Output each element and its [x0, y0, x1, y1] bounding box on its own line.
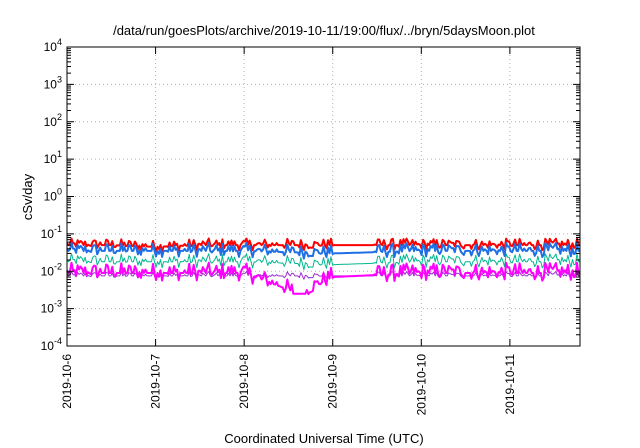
chart-title: /data/run/goesPlots/archive/2019-10-11/1…: [113, 23, 535, 38]
x-tick-label: 2019-10-10: [414, 354, 428, 416]
series-line: [66, 241, 580, 260]
y-tick-label: 100: [44, 187, 62, 204]
y-tick-label: 102: [44, 112, 62, 129]
x-axis: 2019-10-6 2019-10-7 2019-10-8 2019-10-9 2019…: [60, 47, 517, 415]
series-line: [66, 261, 580, 296]
x-tick-label: 2019-10-9: [326, 354, 340, 409]
y-axis-label: cSv/day: [20, 173, 35, 220]
y-tick-label: 104: [44, 37, 62, 54]
series-line: [66, 237, 580, 253]
y-tick-label: 101: [44, 149, 62, 166]
x-axis-label: Coordinated Universal Time (UTC): [224, 431, 423, 446]
x-tick-label: 2019-10-11: [503, 354, 517, 415]
y-tick-label: 10-1: [41, 224, 62, 241]
y-tick-label: 10-4: [41, 336, 62, 353]
x-tick-label: 2019-10-7: [149, 354, 163, 409]
x-tick-label: 2019-10-6: [60, 354, 74, 409]
grid: [67, 47, 580, 346]
x-tick-label: 2019-10-8: [237, 354, 251, 409]
series-line: [66, 253, 580, 271]
y-tick-label: 103: [44, 74, 62, 91]
y-tick-label: 10-3: [41, 299, 62, 316]
series-layer: [66, 237, 580, 296]
y-axis: 104 103 102 101 100 10-1 10-2 10-3 10-4: [41, 37, 580, 353]
y-tick-label: 10-2: [41, 261, 62, 278]
